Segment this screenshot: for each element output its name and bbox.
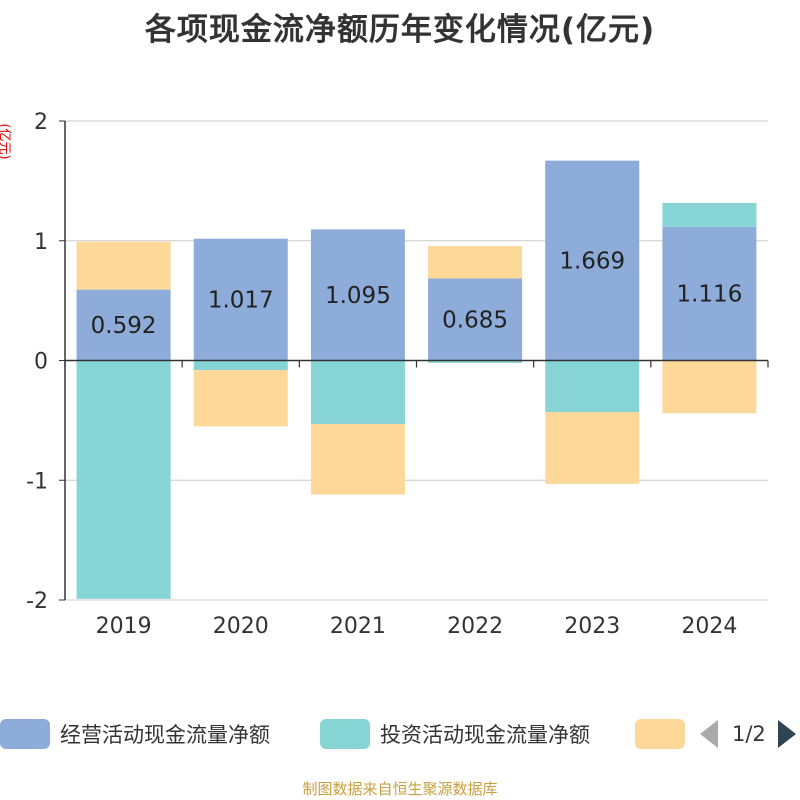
- legend-swatch-operating: [0, 719, 50, 749]
- legend-label-operating: 经营活动现金流量净额: [60, 723, 270, 747]
- y-tick-label: 0: [34, 350, 48, 375]
- data-label-2019: 0.592: [91, 313, 157, 339]
- bar-financing-2019: [76, 241, 171, 290]
- bar-operating-2023: [545, 160, 640, 361]
- legend-label-investing: 投资活动现金流量净额: [380, 723, 590, 747]
- bar-investing-2023: [545, 360, 640, 412]
- x-tick-label: 2021: [330, 614, 386, 639]
- bar-operating-2020: [193, 238, 288, 361]
- legend-prev-icon[interactable]: [700, 720, 718, 748]
- data-label-2024: 1.116: [676, 282, 742, 308]
- data-label-2023: 1.669: [559, 249, 625, 275]
- bar-operating-2022: [428, 278, 523, 361]
- bar-operating-2024: [662, 226, 757, 361]
- y-tick-label: -1: [26, 469, 48, 494]
- legend-page-indicator: 1/2: [732, 722, 766, 746]
- legend-item-financing[interactable]: [635, 716, 685, 752]
- x-tick-label: 2023: [564, 614, 620, 639]
- x-tick-label: 2024: [681, 614, 737, 639]
- legend-item-operating[interactable]: 经营活动现金流量净额: [0, 716, 270, 752]
- x-tick-label: 2019: [96, 614, 152, 639]
- legend-item-investing[interactable]: 投资活动现金流量净额: [320, 716, 590, 752]
- legend-swatch-investing: [320, 719, 370, 749]
- bar-financing-2022: [428, 246, 523, 279]
- y-tick-label: 2: [34, 110, 48, 135]
- bar-investing-2022: [428, 360, 523, 363]
- bar-investing-2021: [310, 360, 405, 424]
- bar-financing-2020: [193, 370, 288, 427]
- legend-pager: 1/2: [700, 716, 796, 752]
- bar-operating-2019: [76, 289, 171, 361]
- data-label-2020: 1.017: [208, 288, 274, 314]
- x-tick-label: 2020: [213, 614, 269, 639]
- source-note: 制图数据来自恒生聚源数据库: [302, 780, 498, 798]
- bar-financing-2024: [662, 360, 757, 414]
- bar-investing-2019: [76, 360, 171, 599]
- x-tick-label: 2022: [447, 614, 503, 639]
- data-label-2021: 1.095: [325, 283, 391, 309]
- bar-investing-2020: [193, 360, 288, 371]
- legend-next-icon[interactable]: [777, 720, 796, 748]
- y-tick-label: 1: [34, 230, 48, 255]
- legend-swatch-financing: [635, 719, 685, 749]
- data-label-2022: 0.685: [442, 307, 508, 333]
- bar-financing-2021: [310, 423, 405, 495]
- chart-title: 各项现金流净额历年变化情况(亿元): [144, 12, 656, 48]
- bar-financing-2023: [545, 411, 640, 484]
- bar-operating-2021: [310, 229, 405, 361]
- bar-investing-2024: [662, 202, 757, 227]
- y-tick-label: -2: [26, 589, 48, 614]
